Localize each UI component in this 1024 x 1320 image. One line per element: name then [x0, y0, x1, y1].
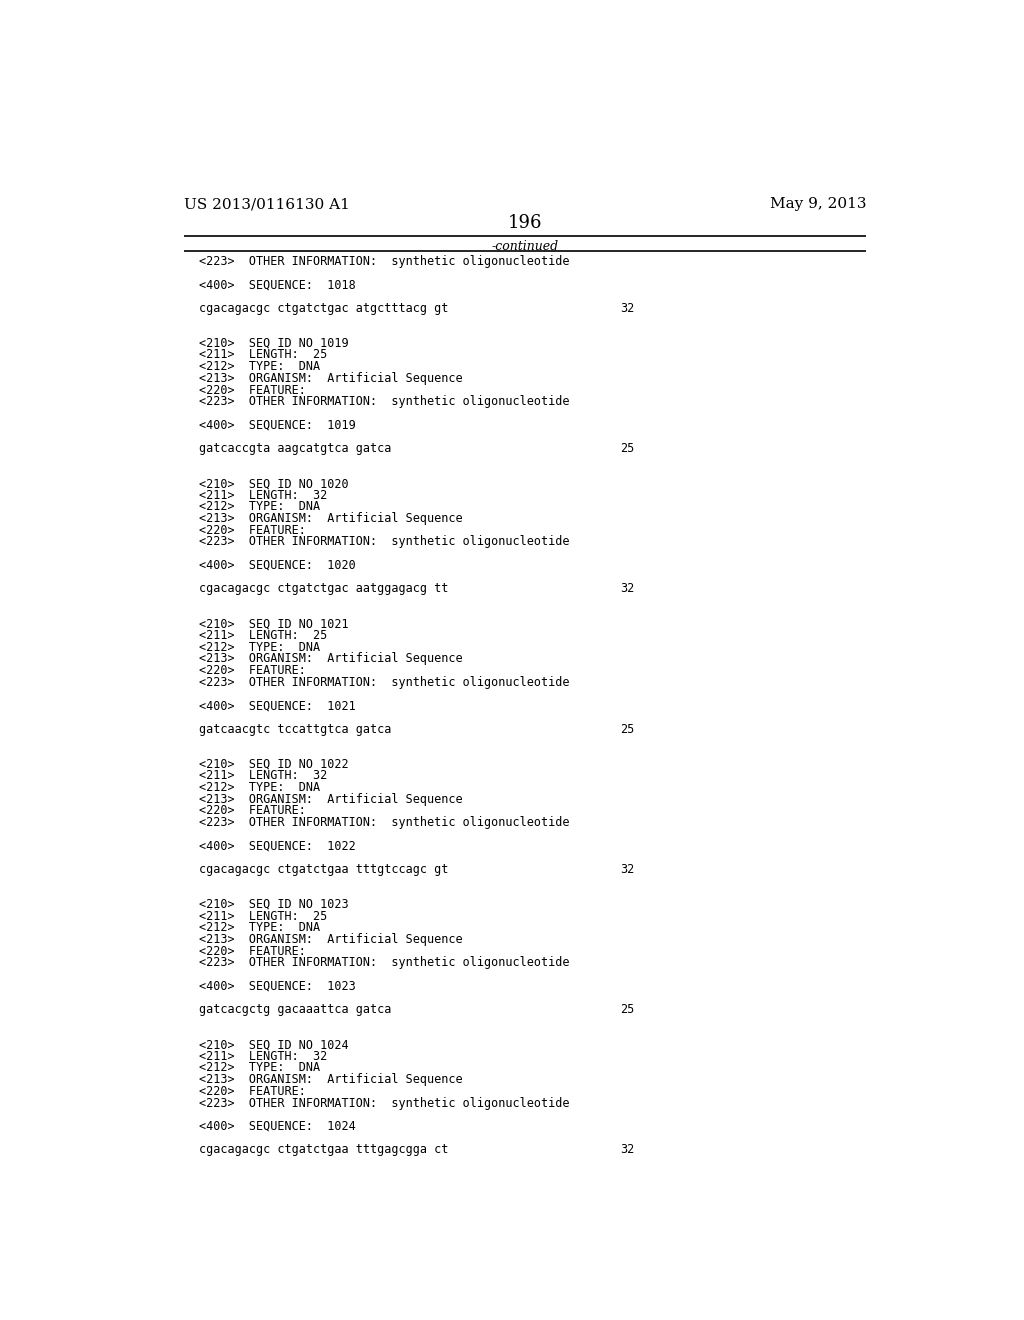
Text: <211>  LENGTH:  25: <211> LENGTH: 25 — [200, 348, 328, 362]
Text: <213>  ORGANISM:  Artificial Sequence: <213> ORGANISM: Artificial Sequence — [200, 933, 463, 946]
Text: 32: 32 — [620, 302, 634, 314]
Text: <211>  LENGTH:  32: <211> LENGTH: 32 — [200, 488, 328, 502]
Text: <223>  OTHER INFORMATION:  synthetic oligonucleotide: <223> OTHER INFORMATION: synthetic oligo… — [200, 395, 570, 408]
Text: 196: 196 — [508, 214, 542, 232]
Text: <211>  LENGTH:  25: <211> LENGTH: 25 — [200, 630, 328, 642]
Text: <210>  SEQ ID NO 1023: <210> SEQ ID NO 1023 — [200, 898, 349, 911]
Text: <213>  ORGANISM:  Artificial Sequence: <213> ORGANISM: Artificial Sequence — [200, 1073, 463, 1086]
Text: 32: 32 — [620, 582, 634, 595]
Text: <211>  LENGTH:  25: <211> LENGTH: 25 — [200, 909, 328, 923]
Text: <210>  SEQ ID NO 1021: <210> SEQ ID NO 1021 — [200, 618, 349, 631]
Text: <220>  FEATURE:: <220> FEATURE: — [200, 524, 306, 537]
Text: <213>  ORGANISM:  Artificial Sequence: <213> ORGANISM: Artificial Sequence — [200, 512, 463, 525]
Text: <220>  FEATURE:: <220> FEATURE: — [200, 1085, 306, 1098]
Text: <400>  SEQUENCE:  1018: <400> SEQUENCE: 1018 — [200, 279, 356, 292]
Text: <213>  ORGANISM:  Artificial Sequence: <213> ORGANISM: Artificial Sequence — [200, 372, 463, 385]
Text: <223>  OTHER INFORMATION:  synthetic oligonucleotide: <223> OTHER INFORMATION: synthetic oligo… — [200, 255, 570, 268]
Text: cgacagacgc ctgatctgaa tttgtccagc gt: cgacagacgc ctgatctgaa tttgtccagc gt — [200, 863, 449, 875]
Text: <220>  FEATURE:: <220> FEATURE: — [200, 664, 306, 677]
Text: <212>  TYPE:  DNA: <212> TYPE: DNA — [200, 640, 321, 653]
Text: cgacagacgc ctgatctgaa tttgagcgga ct: cgacagacgc ctgatctgaa tttgagcgga ct — [200, 1143, 449, 1156]
Text: 32: 32 — [620, 863, 634, 875]
Text: gatcaccgta aagcatgtca gatca: gatcaccgta aagcatgtca gatca — [200, 442, 392, 455]
Text: <213>  ORGANISM:  Artificial Sequence: <213> ORGANISM: Artificial Sequence — [200, 652, 463, 665]
Text: 32: 32 — [620, 1143, 634, 1156]
Text: US 2013/0116130 A1: US 2013/0116130 A1 — [183, 197, 349, 211]
Text: 25: 25 — [620, 1003, 634, 1016]
Text: <400>  SEQUENCE:  1024: <400> SEQUENCE: 1024 — [200, 1119, 356, 1133]
Text: cgacagacgc ctgatctgac aatggagacg tt: cgacagacgc ctgatctgac aatggagacg tt — [200, 582, 449, 595]
Text: <212>  TYPE:  DNA: <212> TYPE: DNA — [200, 1061, 321, 1074]
Text: <220>  FEATURE:: <220> FEATURE: — [200, 804, 306, 817]
Text: 25: 25 — [620, 722, 634, 735]
Text: <212>  TYPE:  DNA: <212> TYPE: DNA — [200, 781, 321, 793]
Text: <223>  OTHER INFORMATION:  synthetic oligonucleotide: <223> OTHER INFORMATION: synthetic oligo… — [200, 676, 570, 689]
Text: <223>  OTHER INFORMATION:  synthetic oligonucleotide: <223> OTHER INFORMATION: synthetic oligo… — [200, 816, 570, 829]
Text: <210>  SEQ ID NO 1024: <210> SEQ ID NO 1024 — [200, 1038, 349, 1051]
Text: <211>  LENGTH:  32: <211> LENGTH: 32 — [200, 770, 328, 783]
Text: <212>  TYPE:  DNA: <212> TYPE: DNA — [200, 500, 321, 513]
Text: <223>  OTHER INFORMATION:  synthetic oligonucleotide: <223> OTHER INFORMATION: synthetic oligo… — [200, 956, 570, 969]
Text: <400>  SEQUENCE:  1022: <400> SEQUENCE: 1022 — [200, 840, 356, 853]
Text: May 9, 2013: May 9, 2013 — [770, 197, 866, 211]
Text: <220>  FEATURE:: <220> FEATURE: — [200, 945, 306, 957]
Text: <210>  SEQ ID NO 1020: <210> SEQ ID NO 1020 — [200, 477, 349, 490]
Text: gatcaacgtc tccattgtca gatca: gatcaacgtc tccattgtca gatca — [200, 722, 392, 735]
Text: cgacagacgc ctgatctgac atgctttacg gt: cgacagacgc ctgatctgac atgctttacg gt — [200, 302, 449, 314]
Text: <223>  OTHER INFORMATION:  synthetic oligonucleotide: <223> OTHER INFORMATION: synthetic oligo… — [200, 1097, 570, 1110]
Text: <213>  ORGANISM:  Artificial Sequence: <213> ORGANISM: Artificial Sequence — [200, 792, 463, 805]
Text: <220>  FEATURE:: <220> FEATURE: — [200, 384, 306, 396]
Text: <400>  SEQUENCE:  1019: <400> SEQUENCE: 1019 — [200, 418, 356, 432]
Text: <223>  OTHER INFORMATION:  synthetic oligonucleotide: <223> OTHER INFORMATION: synthetic oligo… — [200, 536, 570, 549]
Text: 25: 25 — [620, 442, 634, 455]
Text: <210>  SEQ ID NO 1022: <210> SEQ ID NO 1022 — [200, 758, 349, 771]
Text: -continued: -continued — [492, 240, 558, 252]
Text: <210>  SEQ ID NO 1019: <210> SEQ ID NO 1019 — [200, 337, 349, 350]
Text: <211>  LENGTH:  32: <211> LENGTH: 32 — [200, 1049, 328, 1063]
Text: <212>  TYPE:  DNA: <212> TYPE: DNA — [200, 921, 321, 935]
Text: <400>  SEQUENCE:  1023: <400> SEQUENCE: 1023 — [200, 979, 356, 993]
Text: <212>  TYPE:  DNA: <212> TYPE: DNA — [200, 360, 321, 374]
Text: gatcacgctg gacaaattca gatca: gatcacgctg gacaaattca gatca — [200, 1003, 392, 1016]
Text: <400>  SEQUENCE:  1020: <400> SEQUENCE: 1020 — [200, 558, 356, 572]
Text: <400>  SEQUENCE:  1021: <400> SEQUENCE: 1021 — [200, 700, 356, 711]
